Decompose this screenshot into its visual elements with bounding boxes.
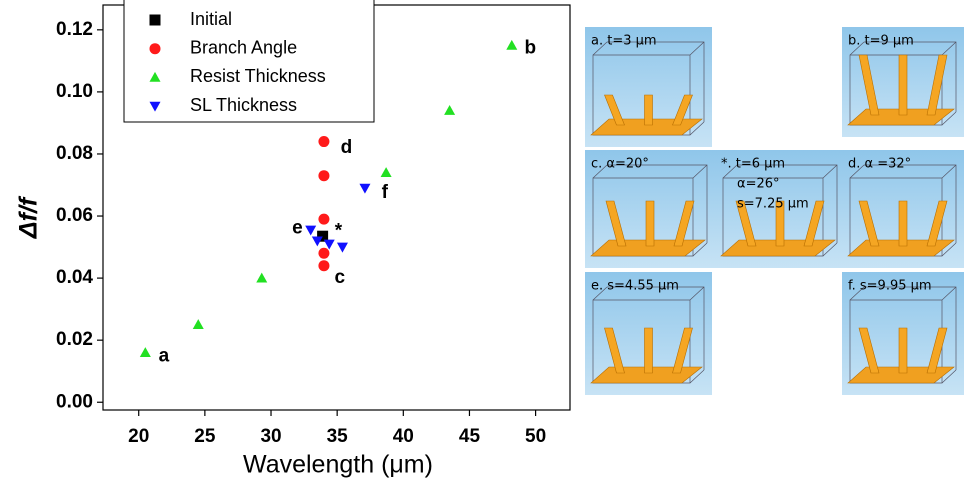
x-tick-label: 45 bbox=[459, 426, 481, 447]
y-tick-label: 0.06 bbox=[56, 205, 93, 226]
x-tick-label: 40 bbox=[393, 426, 414, 447]
figure: Wavelength (μm) Δf/f Initial Branch Angle… bbox=[0, 0, 964, 487]
inset-panel: *. t=6 μm α=26° s=7.25 μm bbox=[715, 150, 845, 268]
x-axis-label: Wavelength (μm) bbox=[243, 451, 433, 479]
inset-label: a. t=3 μm bbox=[591, 34, 657, 49]
legend-label: SL Thickness bbox=[190, 95, 297, 115]
point bbox=[318, 170, 329, 181]
y-tick-label: 0.10 bbox=[56, 81, 93, 102]
y-tick-label: 0.00 bbox=[56, 391, 93, 412]
point-label: a bbox=[159, 345, 170, 366]
point bbox=[381, 167, 392, 177]
point-label: * bbox=[335, 221, 343, 242]
inset-label: α=26° bbox=[737, 177, 780, 192]
inset-branch bbox=[899, 201, 907, 246]
legend-label: Resist Thickness bbox=[190, 66, 326, 86]
inset-label: c. α=20° bbox=[591, 157, 649, 172]
inset-label: d. α =32° bbox=[848, 157, 911, 172]
x-tick-label: 20 bbox=[128, 426, 149, 447]
point-label: e bbox=[292, 217, 303, 238]
inset-panel: f. s=9.95 μm bbox=[842, 272, 964, 395]
inset-label: b. t=9 μm bbox=[848, 34, 914, 49]
legend-marker bbox=[150, 43, 161, 54]
legend-marker bbox=[150, 15, 161, 26]
y-tick-label: 0.08 bbox=[56, 143, 93, 164]
point bbox=[256, 273, 267, 283]
legend-label: Initial bbox=[190, 9, 232, 29]
inset-label: s=7.25 μm bbox=[737, 197, 809, 212]
inset-label: e. s=4.55 μm bbox=[591, 279, 679, 294]
point bbox=[444, 105, 455, 115]
point bbox=[140, 347, 151, 357]
point-label: c bbox=[335, 267, 346, 288]
point-label: d bbox=[341, 137, 353, 158]
inset-panel: a. t=3 μm bbox=[585, 27, 712, 147]
inset-panel: c. α=20° bbox=[585, 150, 715, 268]
x-tick-label: 35 bbox=[327, 426, 349, 447]
point bbox=[193, 319, 204, 329]
inset-panel: d. α =32° bbox=[842, 150, 964, 268]
inset-branch bbox=[646, 201, 654, 246]
inset-branch bbox=[899, 55, 907, 115]
point-label: b bbox=[525, 37, 537, 58]
point bbox=[337, 243, 348, 253]
inset-branch bbox=[645, 95, 653, 125]
inset-panel: e. s=4.55 μm bbox=[585, 272, 712, 395]
legend: Initial Branch Angle Resist Thickness SL Th… bbox=[124, 0, 374, 122]
point-label: f bbox=[382, 182, 389, 203]
x-tick-label: 30 bbox=[260, 426, 281, 447]
point bbox=[318, 136, 329, 147]
inset-panel: b. t=9 μm bbox=[842, 27, 964, 137]
inset-branch bbox=[899, 328, 907, 373]
y-tick-label: 0.02 bbox=[56, 329, 93, 350]
point bbox=[506, 40, 517, 50]
y-axis-label: Δf/f bbox=[15, 195, 43, 239]
legend-label: Branch Angle bbox=[190, 37, 297, 57]
point bbox=[318, 214, 329, 225]
inset-label: f. s=9.95 μm bbox=[848, 279, 932, 294]
point bbox=[318, 260, 329, 271]
x-tick-label: 25 bbox=[194, 426, 216, 447]
inset-branch bbox=[645, 328, 653, 373]
inset-label: *. t=6 μm bbox=[721, 157, 785, 172]
point bbox=[359, 184, 370, 194]
point bbox=[305, 226, 316, 236]
point bbox=[318, 248, 329, 259]
x-tick-label: 50 bbox=[525, 426, 546, 447]
y-tick-label: 0.12 bbox=[56, 19, 93, 40]
y-tick-label: 0.04 bbox=[56, 267, 93, 288]
